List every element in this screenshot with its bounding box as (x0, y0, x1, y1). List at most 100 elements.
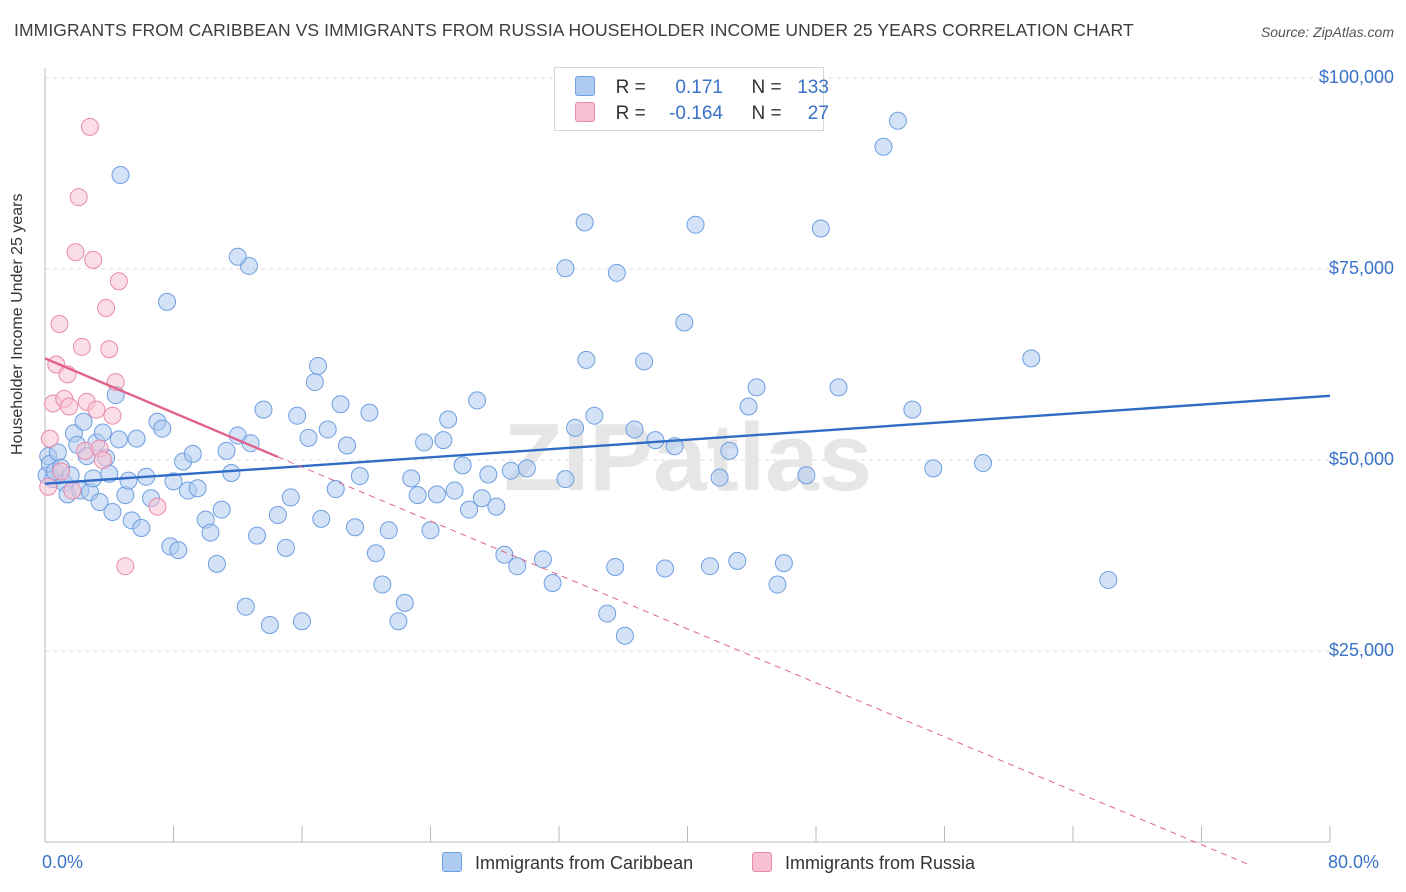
legend-item-caribbean[interactable]: Immigrants from Caribbean (442, 852, 693, 874)
n-value: 27 (807, 103, 829, 124)
caribbean-point (299, 428, 318, 447)
russia-trend-line (277, 456, 1250, 866)
russia-trend-line (44, 357, 279, 459)
russia-point (109, 272, 128, 291)
caribbean-point (556, 470, 575, 489)
caribbean-points (37, 111, 1118, 645)
caribbean-swatch (442, 852, 462, 872)
russia-point (84, 250, 103, 269)
legend-item-russia[interactable]: Immigrants from Russia (752, 852, 975, 874)
caribbean-point (460, 500, 479, 519)
caribbean-trend-line (44, 394, 1331, 485)
russia-point (72, 337, 91, 356)
caribbean-point (556, 259, 575, 278)
caribbean-point (720, 441, 739, 460)
caribbean-point (427, 485, 446, 504)
caribbean-point (585, 406, 604, 425)
caribbean-point (415, 433, 434, 452)
russia-point (103, 406, 122, 425)
caribbean-point (268, 506, 287, 525)
x-tick-max: 80.0% (1328, 852, 1380, 872)
russia-point (63, 481, 82, 500)
caribbean-point (309, 357, 328, 376)
caribbean-point (169, 541, 188, 560)
caribbean-point (577, 350, 596, 369)
caribbean-point (222, 463, 241, 482)
caribbean-point (739, 397, 758, 416)
caribbean-point (103, 502, 122, 521)
caribbean-point (236, 597, 255, 616)
caribbean-point (747, 378, 766, 397)
caribbean-point (90, 493, 109, 512)
caribbean-point (127, 429, 146, 448)
caribbean-point (312, 509, 331, 528)
caribbean-point (132, 518, 151, 537)
correlation-legend: R = 0.171 N = 133 R = -0.164 N = 27 (554, 67, 829, 131)
caribbean-point (395, 593, 414, 612)
caribbean-point (331, 395, 350, 414)
caribbean-point (575, 213, 594, 232)
caribbean-point (188, 479, 207, 498)
caribbean-point (797, 466, 816, 485)
r-label: R = (615, 77, 646, 98)
caribbean-swatch (575, 76, 595, 96)
caribbean-point (93, 423, 112, 442)
caribbean-point (479, 465, 498, 484)
caribbean-point (228, 247, 247, 266)
watermark: ZIPatlas (504, 404, 872, 511)
caribbean-point (656, 559, 675, 578)
russia-point (93, 451, 112, 469)
legend-row-caribbean: R = 0.171 N = 133 (575, 76, 829, 100)
caribbean-point (646, 431, 665, 450)
russia-point (148, 497, 167, 516)
n-label: N = (751, 77, 782, 98)
caribbean-point (453, 456, 472, 475)
caribbean-point (201, 523, 220, 542)
russia-swatch (752, 852, 772, 872)
caribbean-point (366, 544, 385, 563)
legend-row-russia: R = -0.164 N = 27 (575, 102, 829, 126)
caribbean-point (874, 137, 893, 156)
caribbean-point (598, 604, 617, 623)
caribbean-point (212, 500, 231, 519)
caribbean-point (543, 574, 562, 593)
caribbean-point (445, 481, 464, 500)
caribbean-point (768, 575, 787, 594)
caribbean-point (379, 521, 398, 540)
caribbean-point (811, 219, 830, 238)
caribbean-point (207, 554, 226, 573)
caribbean-point (119, 471, 138, 490)
caribbean-point (408, 486, 427, 505)
russia-point (66, 243, 85, 262)
caribbean-point (675, 313, 694, 332)
y-tick-label: $50,000 (1328, 449, 1394, 469)
russia-point (100, 340, 119, 359)
caribbean-point (248, 526, 267, 545)
russia-point (97, 298, 116, 317)
caribbean-point (318, 420, 337, 439)
caribbean-point (1022, 349, 1041, 368)
caribbean-point (974, 454, 993, 473)
caribbean-point (360, 403, 379, 422)
caribbean-point (606, 557, 625, 576)
russia-point (80, 117, 99, 136)
r-label: R = (615, 103, 646, 124)
caribbean-point (402, 469, 421, 488)
caribbean-point (728, 551, 747, 570)
russia-point (116, 557, 135, 576)
caribbean-point (337, 436, 356, 455)
caribbean-point (1099, 570, 1118, 589)
caribbean-point (389, 612, 408, 631)
x-tick-min: 0.0% (42, 852, 84, 872)
caribbean-point (635, 352, 654, 371)
caribbean-point (686, 215, 705, 234)
caribbean-point (281, 488, 300, 507)
caribbean-point (158, 292, 177, 311)
caribbean-point (607, 263, 626, 282)
russia-point (87, 400, 106, 419)
caribbean-point (508, 557, 527, 576)
caribbean-point (924, 459, 943, 478)
y-tick-label: $75,000 (1328, 258, 1394, 278)
caribbean-point (501, 461, 520, 480)
